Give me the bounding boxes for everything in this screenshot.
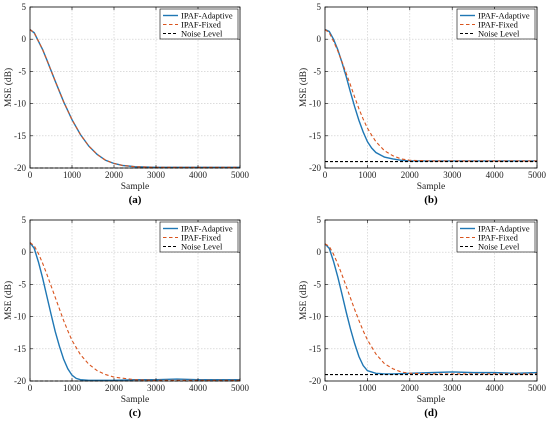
axes-frame [29, 219, 241, 382]
x-tick-label: 0 [323, 383, 328, 393]
y-tick-label: -5 [314, 66, 322, 76]
series-line-ipaf-fixed [29, 242, 240, 381]
series-line-ipaf-adaptive [324, 243, 538, 375]
y-axis-label: MSE (dB) [3, 281, 14, 320]
y-tick-label: -5 [314, 279, 322, 289]
axes-frame [29, 6, 241, 169]
x-tick-label: 3000 [147, 383, 166, 393]
x-tick-label: 2000 [401, 170, 420, 180]
y-axis-label: MSE (dB) [3, 68, 14, 107]
x-tick-label: 2000 [401, 383, 420, 393]
panel-label: (a) [129, 194, 142, 206]
series-line-ipaf-fixed [324, 29, 537, 162]
x-tick-label: 5000 [231, 170, 250, 180]
chart-panel-0: 0 1000 2000 3000 4000 5000 5 0 -5 -10 -15 -20 Sample… [3, 2, 250, 206]
y-tick-label: 5 [317, 215, 322, 225]
y-tick-label: 0 [317, 247, 322, 257]
x-tick-label: 3000 [443, 170, 462, 180]
legend-entry: IPAF-Fixed [181, 233, 222, 243]
chart-panel-2: 0 1000 2000 3000 4000 5000 5 0 -5 -10 -15 -20 Sample… [3, 215, 250, 419]
x-tick-label: 5000 [231, 383, 250, 393]
x-axis-label: Sample [121, 182, 150, 192]
panel-label: (c) [129, 407, 142, 419]
series-line-ipaf-adaptive [324, 28, 537, 162]
chart-panel-3: 0 1000 2000 3000 4000 5000 5 0 -5 -10 -15 -20 Sample… [298, 215, 547, 419]
y-tick-label: -20 [309, 376, 321, 386]
legend-box [456, 221, 536, 253]
y-tick-label: 0 [317, 34, 322, 44]
x-tick-label: 4000 [486, 170, 505, 180]
y-tick-label: -10 [309, 312, 321, 322]
x-tick-label: 1000 [63, 383, 82, 393]
panel-label: (b) [424, 194, 438, 206]
x-tick-label: 3000 [443, 383, 462, 393]
x-axis-label: Sample [417, 395, 446, 405]
x-tick-label: 0 [323, 170, 328, 180]
x-tick-label: 3000 [147, 170, 166, 180]
y-axis-label: MSE (dB) [298, 281, 309, 320]
x-tick-label: 1000 [358, 170, 377, 180]
y-tick-label: -20 [309, 163, 321, 173]
x-tick-label: 0 [28, 383, 33, 393]
legend-entry: Noise Level [181, 29, 223, 39]
legend-entry: IPAF-Adaptive [181, 224, 233, 234]
y-tick-label: 5 [22, 2, 27, 12]
legend-entry: IPAF-Fixed [478, 20, 519, 30]
x-tick-label: 4000 [486, 383, 505, 393]
y-tick-label: -15 [14, 344, 26, 354]
x-tick-label: 0 [28, 170, 33, 180]
x-tick-label: 1000 [358, 383, 377, 393]
y-tick-label: -15 [309, 131, 321, 141]
y-axis-label: MSE (dB) [298, 68, 309, 107]
series-line-ipaf-fixed [29, 29, 240, 168]
legend-entry: IPAF-Fixed [478, 233, 519, 243]
legend-entry: Noise Level [478, 242, 520, 252]
y-tick-label: -20 [14, 163, 26, 173]
y-tick-label: -15 [14, 131, 26, 141]
y-tick-label: -10 [14, 312, 26, 322]
panel-label: (d) [424, 407, 438, 419]
x-axis-label: Sample [417, 182, 446, 192]
y-tick-label: -10 [14, 99, 26, 109]
x-tick-label: 5000 [528, 170, 547, 180]
y-tick-label: -10 [309, 99, 321, 109]
y-tick-label: 0 [22, 34, 27, 44]
legend-entry: IPAF-Adaptive [478, 11, 530, 21]
legend-entry: IPAF-Adaptive [181, 11, 233, 21]
legend-entry: Noise Level [478, 29, 520, 39]
x-tick-label: 4000 [189, 383, 208, 393]
legend-entry: Noise Level [181, 242, 223, 252]
series-line-ipaf-adaptive [29, 28, 240, 169]
y-tick-label: 5 [22, 215, 27, 225]
chart-panel-1: 0 1000 2000 3000 4000 5000 5 0 -5 -10 -15 -20 Sample… [298, 2, 547, 206]
axes-frame [324, 6, 538, 169]
y-tick-label: 0 [22, 247, 27, 257]
legend-entry: IPAF-Fixed [181, 20, 222, 30]
x-tick-label: 2000 [105, 170, 124, 180]
y-tick-label: -5 [19, 279, 27, 289]
x-tick-label: 5000 [528, 383, 547, 393]
y-tick-label: -5 [19, 66, 27, 76]
x-tick-label: 1000 [63, 170, 82, 180]
axes-frame [324, 219, 538, 382]
y-tick-label: -15 [309, 344, 321, 354]
x-tick-label: 4000 [189, 170, 208, 180]
legend-entry: IPAF-Adaptive [478, 224, 530, 234]
x-tick-label: 2000 [105, 383, 124, 393]
series-line-ipaf-fixed [324, 243, 537, 375]
y-tick-label: -20 [14, 376, 26, 386]
x-axis-label: Sample [121, 395, 150, 405]
series-line-ipaf-adaptive [29, 242, 240, 382]
y-tick-label: 5 [317, 2, 322, 12]
